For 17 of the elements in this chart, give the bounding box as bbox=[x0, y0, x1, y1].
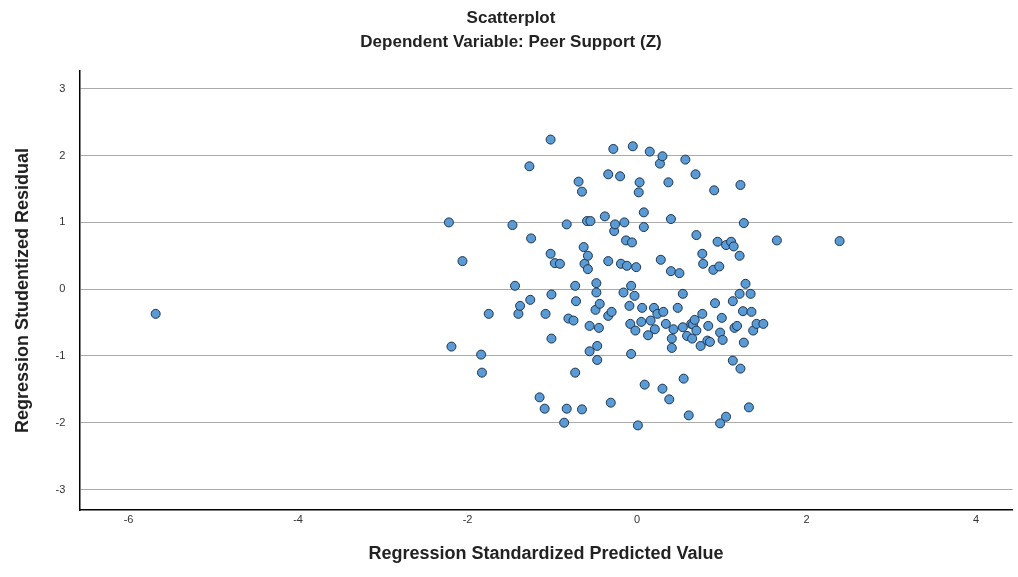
y-tick-label: 1 bbox=[59, 215, 66, 228]
y-tick-label: -2 bbox=[55, 415, 66, 428]
y-tick-label: -3 bbox=[55, 482, 66, 495]
x-tick-label: 4 bbox=[972, 512, 980, 525]
chart-title: Scatterplot bbox=[466, 7, 556, 27]
x-tick-label: -2 bbox=[462, 512, 473, 525]
y-tick-label: -1 bbox=[55, 348, 66, 361]
x-tick-label: 0 bbox=[633, 512, 641, 525]
y-tick-label: 3 bbox=[59, 81, 66, 94]
chart-subtitle: Dependent Variable: Peer Support (Z) bbox=[360, 32, 662, 52]
x-tick-label: -6 bbox=[123, 512, 134, 525]
x-axis-title: Regression Standardized Predicted Value bbox=[368, 543, 724, 564]
x-tick-label: -4 bbox=[293, 512, 303, 525]
y-tick-label: 0 bbox=[59, 282, 66, 295]
x-tick-label: 2 bbox=[803, 512, 810, 525]
y-tick-label: 2 bbox=[59, 148, 66, 161]
y-axis-title: Regression Studentized Residual bbox=[11, 147, 32, 434]
